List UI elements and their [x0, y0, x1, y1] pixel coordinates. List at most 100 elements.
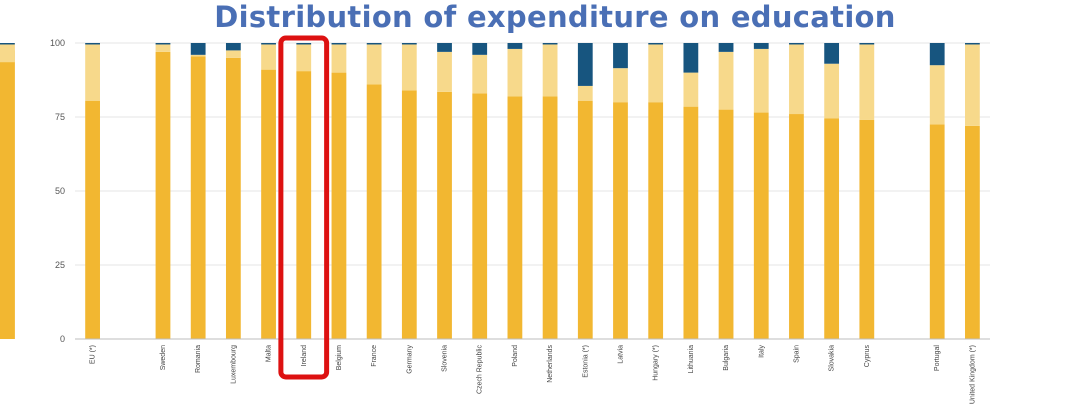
bar-segment-2 — [789, 44, 804, 115]
bar-segment-3 — [507, 43, 523, 49]
bar-segment-2 — [577, 85, 593, 101]
bar-segment-3 — [824, 43, 840, 64]
bar-segment-1 — [401, 90, 417, 339]
bar-segment-1 — [85, 100, 100, 339]
bar-segment-1 — [472, 93, 488, 339]
bar-segment-3 — [85, 43, 100, 45]
x-tick-label: Slovakia — [829, 345, 836, 372]
bar-segment-3 — [472, 43, 488, 55]
bar-segment-1 — [613, 102, 628, 339]
y-tick-label: 50 — [55, 186, 65, 196]
bar-segment-3 — [929, 43, 945, 66]
x-tick-label: Spain — [793, 345, 800, 363]
x-tick-label: Sweden — [160, 345, 167, 370]
bar-segment-2 — [437, 51, 452, 92]
bar-segment-2 — [261, 44, 276, 70]
bar-segment-1 — [331, 72, 347, 339]
y-axis: 0 25 50 75 100 — [50, 38, 65, 344]
bar-segment-2 — [753, 48, 769, 113]
bar-segment-1 — [648, 102, 664, 339]
bar-segment-3 — [753, 43, 769, 49]
x-tick-label: Poland — [512, 345, 519, 367]
bar-segment-3 — [577, 43, 593, 86]
x-tick-label: Romania — [195, 345, 202, 373]
x-tick-label: United Kingdom (*) — [969, 345, 976, 404]
x-tick-label: France — [371, 345, 378, 367]
bar-segment-1 — [437, 91, 452, 339]
x-tick-label: Germany — [406, 345, 413, 374]
bar-segment-2 — [824, 63, 840, 119]
bar-segment-3 — [296, 43, 312, 45]
gridlines — [75, 42, 990, 340]
bar-segment-1 — [859, 119, 875, 340]
bar-segment-2 — [225, 50, 241, 58]
bar-segment-3 — [0, 43, 15, 45]
x-tick-label: Lithuania — [688, 345, 695, 374]
x-tick-label: Cyprus — [864, 345, 871, 368]
bar-segment-1 — [190, 56, 206, 339]
bar-segment-1 — [753, 112, 769, 339]
bar-segment-3 — [542, 43, 558, 45]
x-tick-label: Estonia (*) — [582, 345, 589, 378]
bar-segment-2 — [155, 44, 171, 52]
chart-title: Distribution of expenditure on education — [214, 0, 896, 34]
highlight-layer — [278, 35, 330, 380]
y-tick-label: 75 — [55, 112, 65, 122]
bar-segment-2 — [401, 44, 417, 91]
x-tick-label: Ireland — [301, 345, 308, 367]
bar-segment-2 — [648, 44, 664, 103]
bar-segment-3 — [859, 43, 875, 45]
bar-segment-3 — [718, 43, 734, 52]
bar-segment-1 — [683, 106, 699, 339]
bar-segment-2 — [472, 54, 488, 94]
bar-segment-2 — [929, 65, 945, 125]
bar-segment-1 — [366, 84, 382, 339]
bar-segment-3 — [190, 43, 206, 55]
bar-segment-3 — [401, 43, 417, 45]
bar-segment-2 — [366, 44, 382, 85]
bar-segment-1 — [296, 71, 312, 340]
bar-segment-2 — [718, 51, 734, 110]
bar-segment-3 — [155, 43, 171, 45]
x-tick-label: Czech Republic — [477, 345, 484, 395]
highlight-box — [278, 35, 330, 380]
bar-segment-3 — [789, 43, 804, 45]
bar-segment-2 — [507, 48, 523, 97]
bar-segment-2 — [190, 54, 206, 57]
y-tick-label: 100 — [50, 38, 65, 48]
bar-segment-2 — [331, 44, 347, 73]
bar-segment-1 — [789, 114, 804, 339]
bar-segment-1 — [507, 96, 523, 339]
bar-segment-3 — [648, 43, 664, 45]
x-tick-label: Slovenia — [442, 345, 449, 372]
bar-segment-1 — [225, 57, 241, 340]
bar-segment-2 — [965, 44, 980, 126]
bar-segment-3 — [261, 43, 276, 45]
bar-segment-1 — [929, 124, 945, 340]
bar-segment-2 — [296, 44, 312, 72]
bar-segment-2 — [85, 44, 100, 101]
x-tick-label: Portugal — [934, 345, 941, 372]
bar-segment-3 — [437, 43, 452, 52]
x-tick-label: Italy — [758, 345, 765, 358]
bars — [0, 43, 980, 340]
bar-segment-3 — [366, 43, 382, 45]
bar-segment-2 — [859, 44, 875, 120]
x-tick-label: Luxembourg — [230, 345, 237, 384]
y-tick-label: 0 — [60, 334, 65, 344]
bar-segment-3 — [225, 43, 241, 51]
bar-segment-1 — [824, 118, 840, 339]
x-tick-label: Netherlands — [547, 345, 554, 383]
bar-segment-1 — [0, 62, 15, 340]
bar-segment-1 — [718, 109, 734, 339]
x-tick-label: Bulgaria — [723, 345, 730, 371]
bar-segment-1 — [965, 125, 980, 339]
bar-segment-3 — [965, 43, 980, 45]
x-tick-label: Malta — [266, 345, 273, 362]
x-tick-label: Belgium — [336, 345, 343, 370]
bar-segment-2 — [683, 72, 699, 107]
x-tick-label: EU (*) — [90, 345, 97, 364]
bar-segment-3 — [331, 43, 347, 45]
bar-segment-1 — [577, 100, 593, 339]
